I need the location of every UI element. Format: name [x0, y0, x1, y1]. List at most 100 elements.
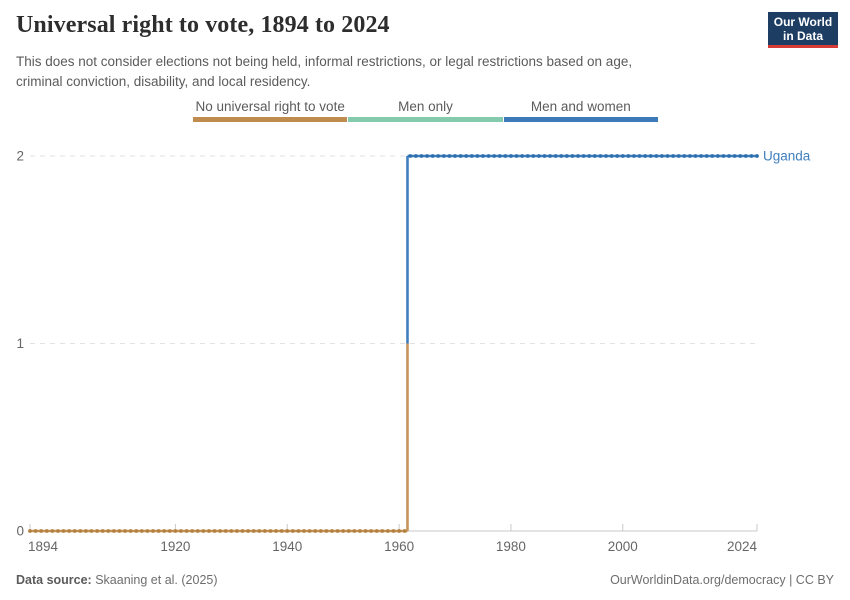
data-source-label: Data source:	[16, 573, 92, 587]
data-point-marker	[341, 529, 346, 533]
legend-label: No universal right to vote	[195, 99, 345, 114]
data-point-marker	[84, 529, 88, 533]
data-point-marker	[430, 154, 435, 158]
data-point-marker	[56, 529, 60, 533]
x-tick-label: 2000	[608, 539, 638, 554]
x-tick-label: 1960	[384, 539, 414, 554]
data-point-marker	[352, 529, 357, 533]
data-point-marker	[335, 529, 340, 533]
data-point-marker	[346, 529, 351, 533]
data-point-marker	[441, 154, 446, 158]
data-point-marker	[123, 529, 127, 533]
data-point-marker	[195, 529, 200, 533]
entity-label-uganda[interactable]: Uganda	[763, 149, 811, 164]
data-point-marker	[693, 154, 698, 158]
data-point-marker	[257, 529, 262, 533]
data-point-marker	[100, 529, 105, 533]
data-point-marker	[514, 154, 519, 158]
data-point-marker	[363, 529, 368, 533]
data-point-marker	[509, 154, 513, 158]
data-point-marker	[67, 529, 72, 533]
data-point-marker	[643, 154, 648, 158]
data-point-marker	[391, 529, 396, 533]
data-point-marker	[749, 154, 754, 158]
legend-label: Men only	[398, 99, 453, 114]
data-point-marker	[648, 154, 653, 158]
chart-title: Universal right to vote, 1894 to 2024	[16, 12, 390, 38]
data-point-marker	[274, 529, 278, 533]
y-tick-label: 0	[16, 524, 24, 539]
data-point-marker	[173, 529, 178, 533]
data-point-marker	[179, 529, 183, 533]
legend-item-men-only: Men only	[348, 99, 503, 122]
legend-item-men-and-women: Men and women	[503, 99, 658, 122]
data-point-marker	[682, 154, 687, 158]
data-point-marker	[201, 529, 206, 533]
owid-logo-line2: in Data	[782, 28, 823, 43]
owid-url-license-link[interactable]: OurWorldinData.org/democracy | CC BY	[610, 573, 834, 587]
data-point-marker	[687, 154, 692, 158]
data-point-marker	[481, 154, 485, 158]
data-point-marker	[262, 529, 267, 533]
data-point-marker	[598, 154, 603, 158]
data-point-marker	[632, 154, 636, 158]
data-point-marker	[715, 154, 720, 158]
data-point-marker	[626, 154, 631, 158]
data-point-marker	[190, 529, 195, 533]
data-point-marker	[235, 529, 239, 533]
data-point-marker	[156, 529, 161, 533]
data-point-marker	[212, 529, 217, 533]
data-point-marker	[223, 529, 228, 533]
data-point-marker	[665, 154, 670, 158]
legend-color-bar	[503, 117, 658, 122]
data-source-value: Skaaning et al. (2025)	[91, 573, 218, 587]
data-point-marker	[699, 154, 703, 158]
owid-logo[interactable]: Our World in Data	[768, 12, 838, 48]
data-point-marker	[61, 529, 66, 533]
data-point-marker	[576, 154, 580, 158]
data-point-marker	[369, 529, 374, 533]
data-point-marker	[162, 529, 167, 533]
data-point-marker	[324, 529, 329, 533]
y-tick-label: 2	[16, 149, 24, 164]
data-point-marker	[240, 529, 245, 533]
data-point-marker	[637, 154, 642, 158]
data-point-marker	[738, 154, 743, 158]
data-point-marker	[503, 154, 508, 158]
chart-subtitle: This does not consider elections not bei…	[16, 52, 632, 91]
data-point-marker	[89, 529, 94, 533]
data-point-marker	[453, 154, 457, 158]
x-tick-label: 1980	[496, 539, 526, 554]
data-point-marker	[469, 154, 474, 158]
data-point-marker	[408, 154, 413, 158]
data-point-marker	[207, 529, 211, 533]
data-point-marker	[397, 529, 401, 533]
data-point-marker	[615, 154, 620, 158]
data-point-marker	[402, 529, 407, 533]
data-point-marker	[537, 154, 541, 158]
legend-color-bar	[193, 117, 348, 122]
data-point-marker	[290, 529, 295, 533]
data-point-marker	[151, 529, 155, 533]
data-point-marker	[318, 529, 323, 533]
data-point-marker	[307, 529, 312, 533]
data-point-marker	[95, 529, 100, 533]
data-point-marker	[458, 154, 463, 158]
data-point-marker	[492, 154, 497, 158]
data-point-marker	[134, 529, 139, 533]
data-point-marker	[660, 154, 664, 158]
data-point-marker	[111, 529, 116, 533]
data-point-marker	[531, 154, 536, 158]
data-point-marker	[497, 154, 502, 158]
data-point-marker	[419, 154, 424, 158]
data-point-marker	[525, 154, 530, 158]
data-point-marker	[184, 529, 189, 533]
data-point-marker	[78, 529, 83, 533]
data-point-marker	[743, 154, 748, 158]
data-point-marker	[542, 154, 547, 158]
data-point-marker	[704, 154, 709, 158]
data-point-marker	[548, 154, 552, 158]
subtitle-line-2: criminal conviction, disability, and loc…	[16, 73, 311, 89]
subtitle-line-1: This does not consider elections not bei…	[16, 54, 633, 69]
